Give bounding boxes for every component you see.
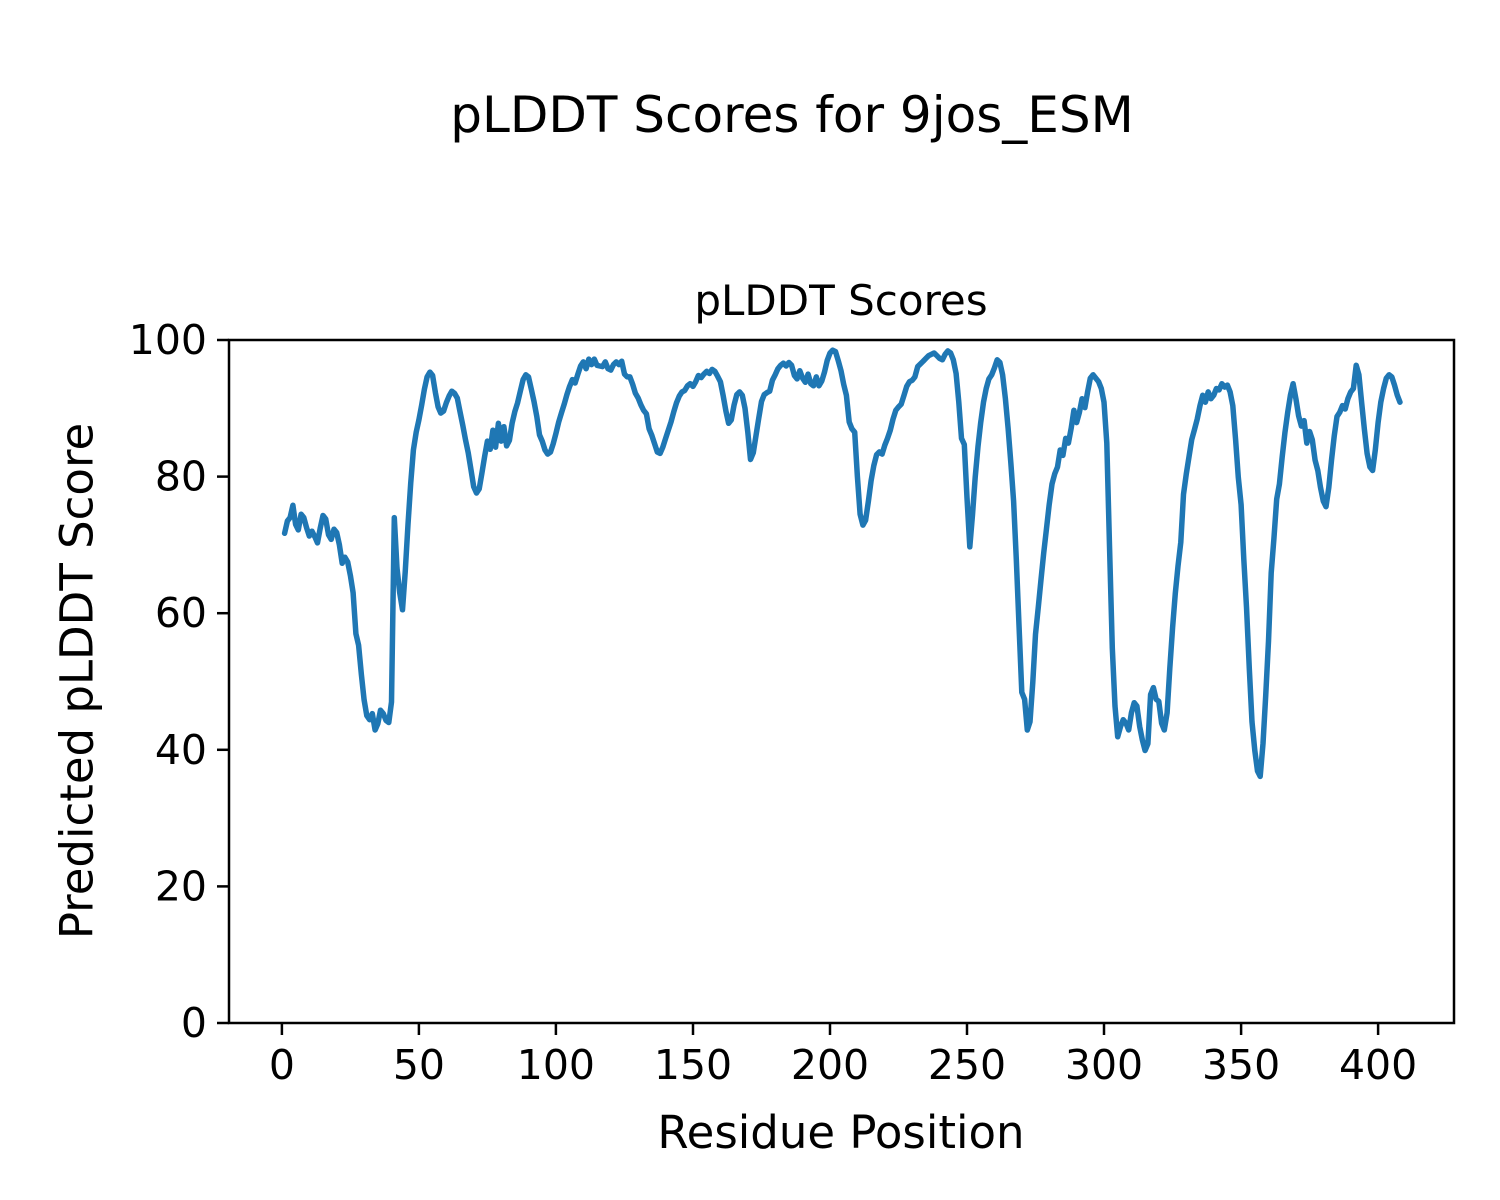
x-tick-label: 150 (654, 1041, 732, 1089)
y-axis-label: Predicted pLDDT Score (50, 422, 104, 940)
axes-title: pLDDT Scores (694, 276, 988, 325)
x-tick-label: 200 (791, 1041, 869, 1089)
axes-box (227, 338, 1456, 1025)
y-tick-label: 0 (181, 999, 207, 1047)
y-tick-label: 100 (129, 316, 207, 364)
x-tick-label: 400 (1339, 1041, 1417, 1089)
y-tick-label: 20 (155, 862, 207, 910)
x-tick-label: 100 (517, 1041, 595, 1089)
x-axis-label: Residue Position (657, 1106, 1025, 1159)
x-tick-label: 250 (928, 1041, 1006, 1089)
x-tick-label: 350 (1202, 1041, 1280, 1089)
plot-area: 0 50 100 150 200 250 300 350 400 0 20 40 60 80 100 (129, 316, 1456, 1089)
y-tick-label: 80 (155, 453, 207, 501)
x-tick-label: 0 (269, 1041, 295, 1089)
y-tick-label: 60 (155, 589, 207, 637)
figure-title: pLDDT Scores for 9jos_ESM (450, 86, 1134, 144)
plddt-line (281, 347, 1403, 780)
y-tick-label: 40 (155, 726, 207, 774)
x-tick-label: 300 (1065, 1041, 1143, 1089)
x-tick-label: 50 (393, 1041, 445, 1089)
